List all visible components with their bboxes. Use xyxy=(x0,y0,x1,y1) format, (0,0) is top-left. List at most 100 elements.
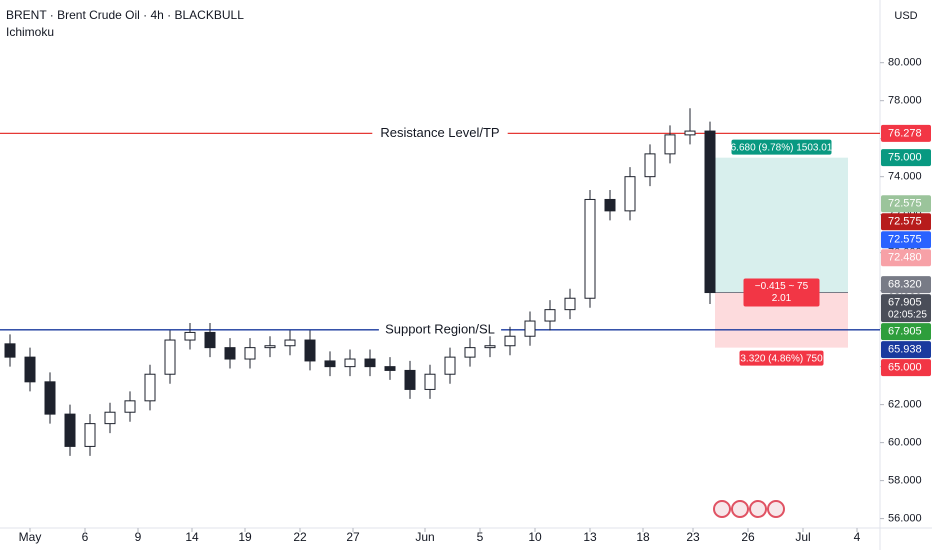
event-icon xyxy=(731,500,749,518)
target-label-box xyxy=(731,139,832,155)
candle-body xyxy=(204,331,216,349)
target-label: 6.680 (9.78%) 1503.01 xyxy=(731,142,833,153)
price-tag xyxy=(881,323,931,341)
level-label-bg xyxy=(372,125,508,142)
price-tag-label: 68.320 xyxy=(888,278,922,290)
candle-body xyxy=(424,373,436,390)
y-tick-label: 58.000 xyxy=(888,475,922,487)
event-icons xyxy=(713,500,785,518)
candle-body xyxy=(444,356,456,375)
indicator-name: Ichimoku xyxy=(6,25,54,39)
center-label: −0.415 ~ 75 xyxy=(755,281,809,292)
candle-body xyxy=(304,339,316,362)
level-label: Resistance Level/TP xyxy=(380,125,499,140)
y-tick-label: 78.000 xyxy=(888,95,922,107)
candle-body xyxy=(104,411,116,425)
x-tick-label: 22 xyxy=(293,530,307,544)
x-tick-label: 5 xyxy=(477,530,484,544)
candle-body xyxy=(224,347,236,360)
chart-title: BRENT · Brent Crude Oil · 4h · BLACKBULL xyxy=(6,8,244,22)
candle-body xyxy=(44,381,56,415)
x-tick-label: 10 xyxy=(528,530,542,544)
price-tag-label: 67.905 xyxy=(888,296,922,308)
candle-body xyxy=(164,339,176,375)
x-tick-label: Jul xyxy=(795,530,810,544)
stop-label-box xyxy=(739,350,824,366)
price-tag xyxy=(881,341,931,359)
price-tag-label: 72.575 xyxy=(888,216,922,228)
price-tag xyxy=(881,124,931,142)
x-tick-label: 14 xyxy=(185,530,199,544)
y-tick-label: 80.000 xyxy=(888,57,922,69)
candle-body xyxy=(264,345,276,349)
candle-body xyxy=(284,339,296,347)
level-label-bg xyxy=(378,321,502,338)
x-tick-label: 4 xyxy=(854,530,861,544)
candle-body xyxy=(664,134,676,155)
x-tick-label: 19 xyxy=(238,530,252,544)
y-tick-label: 56.000 xyxy=(888,513,922,525)
candle-body xyxy=(404,369,416,390)
candle-body xyxy=(324,360,336,368)
candle-body xyxy=(84,423,96,447)
candle-body xyxy=(684,130,696,136)
candle-body xyxy=(64,413,76,447)
target-zone xyxy=(715,157,848,293)
candle-body xyxy=(584,198,596,299)
candle-body xyxy=(644,153,656,178)
candle-body xyxy=(124,400,136,413)
price-tag-label: 72.480 xyxy=(888,252,922,264)
event-icon xyxy=(767,500,785,518)
x-tick-label: Jun xyxy=(415,530,434,544)
candle-body xyxy=(384,366,396,371)
event-icon xyxy=(713,500,731,518)
price-tag-label: 72.575 xyxy=(888,234,922,246)
candle-body xyxy=(624,176,636,212)
stop-label: 3.320 (4.86%) 750 xyxy=(740,353,823,364)
candle-body xyxy=(144,373,156,402)
price-tag xyxy=(881,276,931,294)
candle-body xyxy=(524,320,536,337)
candle-body xyxy=(564,297,576,311)
candle-body xyxy=(604,198,616,212)
price-tag-label: 75.000 xyxy=(888,152,922,164)
center-label: 2.01 xyxy=(772,293,792,304)
x-tick-label: 9 xyxy=(135,530,142,544)
candle-body xyxy=(244,347,256,360)
price-tag xyxy=(881,359,931,377)
x-tick-label: 26 xyxy=(741,530,755,544)
candle-body xyxy=(704,130,716,294)
candle-body xyxy=(484,345,496,349)
y-tick-label: 74.000 xyxy=(888,171,922,183)
y-tick-label: 62.000 xyxy=(888,399,922,411)
price-tag-label: 65.938 xyxy=(888,343,922,355)
price-tag-label: 76.278 xyxy=(888,127,922,139)
price-tag xyxy=(881,195,931,213)
y-tick-label: 60.000 xyxy=(888,437,922,449)
price-tag-timer: 02:05:25 xyxy=(888,310,927,321)
currency: USD xyxy=(894,10,917,22)
x-tick-label: 18 xyxy=(636,530,650,544)
candle-body xyxy=(544,309,556,322)
price-tag xyxy=(881,213,931,231)
x-tick-label: 13 xyxy=(583,530,597,544)
x-tick-label: 27 xyxy=(346,530,360,544)
candle-body xyxy=(504,335,516,347)
candle-body xyxy=(464,347,476,358)
price-tag-label: 72.575 xyxy=(888,198,922,210)
candle-body xyxy=(344,358,356,368)
candle-body xyxy=(184,331,196,341)
x-tick-label: 23 xyxy=(686,530,700,544)
center-label-box xyxy=(743,278,820,307)
candle-body xyxy=(24,356,36,383)
x-tick-label: May xyxy=(19,530,42,544)
price-tag-label: 67.905 xyxy=(888,325,922,337)
price-tag xyxy=(881,231,931,249)
x-tick-label: 6 xyxy=(82,530,89,544)
event-icon xyxy=(749,500,767,518)
price-tag-label: 65.000 xyxy=(888,361,922,373)
candle-body xyxy=(364,358,376,368)
price-tag xyxy=(881,294,931,323)
